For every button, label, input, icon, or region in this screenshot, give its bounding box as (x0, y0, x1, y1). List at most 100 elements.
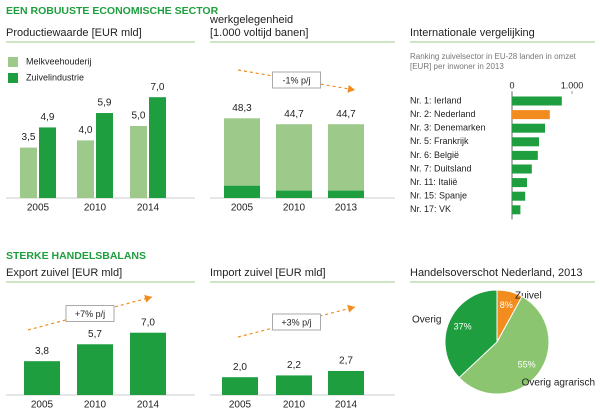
category-label: Nr. 6: België (410, 150, 459, 160)
bar (512, 110, 550, 120)
total-label: 44,7 (284, 109, 304, 120)
x-tick-label: 0 (509, 80, 514, 90)
value-label: 2,0 (233, 362, 247, 373)
bar (512, 191, 526, 201)
chart-title: werkgelegenheid (209, 14, 293, 26)
bar-segment (224, 185, 260, 198)
bar (512, 137, 539, 147)
section-heading: EEN ROBUUSTE ECONOMISCHE SECTOR (6, 5, 219, 17)
x-tick-label: 2005 (31, 400, 54, 411)
value-label: 5,0 (132, 111, 146, 122)
value-label: 3,8 (35, 346, 49, 357)
arrow-head (347, 304, 355, 313)
total-label: 44,7 (336, 109, 356, 120)
bar-segment (328, 190, 364, 198)
value-label: 5,9 (98, 98, 112, 109)
trend-arrow (237, 69, 356, 91)
value-label: 7,0 (151, 82, 165, 93)
arrow-head (144, 294, 152, 303)
x-tick-label: 2014 (137, 203, 160, 214)
category-label: Nr. 7: Duitsland (410, 163, 472, 173)
bar-segment (224, 118, 260, 186)
chart-title: Productiewaarde [EUR mld] (6, 27, 142, 39)
bar (20, 147, 37, 198)
chart-title: Internationale vergelijking (410, 27, 535, 39)
bar (512, 178, 527, 188)
slice-label: 8% (500, 300, 513, 310)
pie-slice (458, 295, 550, 395)
chart-subtitle: [1.000 voltijd banen] (210, 27, 308, 39)
annotation-box (65, 305, 115, 322)
bar-segment (328, 124, 364, 191)
bar (130, 126, 147, 198)
x-tick-label: 2014 (335, 400, 358, 411)
category-label: Overig (412, 315, 441, 326)
annotation: +7% p/j (75, 309, 105, 319)
bar-segment (276, 190, 312, 198)
x-tick-label: 2010 (84, 203, 107, 214)
bar (130, 332, 166, 395)
value-label: 7,0 (141, 317, 155, 328)
x-tick-label: 2005 (27, 203, 50, 214)
x-tick-label: 1.000 (561, 80, 584, 90)
chart-title: Export zuivel [EUR mld] (6, 267, 122, 279)
x-tick-label: 2005 (229, 400, 252, 411)
chart-title: Handelsoverschot Nederland, 2013 (410, 267, 582, 279)
category-label: Zuivel (515, 291, 542, 302)
bar (512, 150, 538, 160)
slice-label: 55% (518, 359, 536, 369)
x-tick-label: 2014 (137, 400, 160, 411)
annotation: -1% p/j (282, 75, 310, 85)
section-heading: STERKE HANDELSBALANS (6, 250, 146, 262)
bar (149, 97, 166, 198)
bar (24, 361, 60, 395)
chart-title: Import zuivel [EUR mld] (210, 267, 326, 279)
bar (222, 377, 258, 395)
category-label: Nr. 1: Ierland (410, 95, 462, 105)
arrow-head (347, 84, 355, 93)
legend-label: Zuivelindustrie (26, 72, 84, 82)
x-tick-label: 2010 (84, 400, 107, 411)
bar (512, 123, 545, 133)
category-label: Overig agrarisch (522, 378, 595, 389)
category-label: Nr. 2: Nederland (410, 109, 476, 119)
bar (512, 205, 521, 215)
value-label: 2,2 (287, 360, 301, 371)
x-tick-label: 2013 (335, 203, 358, 214)
bar (512, 96, 562, 106)
legend-swatch (8, 73, 18, 83)
pie-slice (444, 289, 498, 379)
legend-swatch (8, 57, 18, 67)
value-label: 4,0 (79, 125, 93, 136)
slice-label: 37% (454, 322, 472, 332)
bar (512, 164, 532, 174)
annotation-box (272, 313, 321, 331)
annotation-box (272, 71, 321, 89)
annotation: +3% p/j (281, 317, 311, 327)
value-label: 4,9 (41, 112, 55, 123)
value-label: 3,5 (22, 132, 36, 143)
x-tick-label: 2010 (283, 400, 306, 411)
category-label: Nr. 3: Denemarken (410, 123, 486, 133)
x-tick-label: 2005 (231, 203, 254, 214)
value-label: 2,7 (339, 356, 353, 367)
bar (328, 370, 364, 395)
bar (276, 375, 312, 395)
total-label: 48,3 (232, 103, 252, 114)
subtitle-box: Ranking zuivelsector in EU-28 landen in … (410, 52, 576, 71)
legend-label: Melkveehouderij (26, 56, 92, 66)
category-label: Nr. 5: Frankrijk (410, 136, 469, 146)
x-tick-label: 2010 (283, 203, 306, 214)
category-label: Nr. 11: Italië (410, 177, 457, 187)
bar (77, 344, 113, 395)
category-label: Nr. 15: Spanje (410, 191, 467, 201)
bar (96, 113, 113, 198)
value-label: 5,7 (88, 329, 102, 340)
bar-segment (276, 124, 312, 191)
chart-subtitle: Ranking zuivelsector in EU-28 landen in … (410, 52, 576, 71)
bar (77, 140, 94, 198)
bar (39, 127, 56, 198)
category-label: Nr. 17: VK (410, 204, 451, 214)
